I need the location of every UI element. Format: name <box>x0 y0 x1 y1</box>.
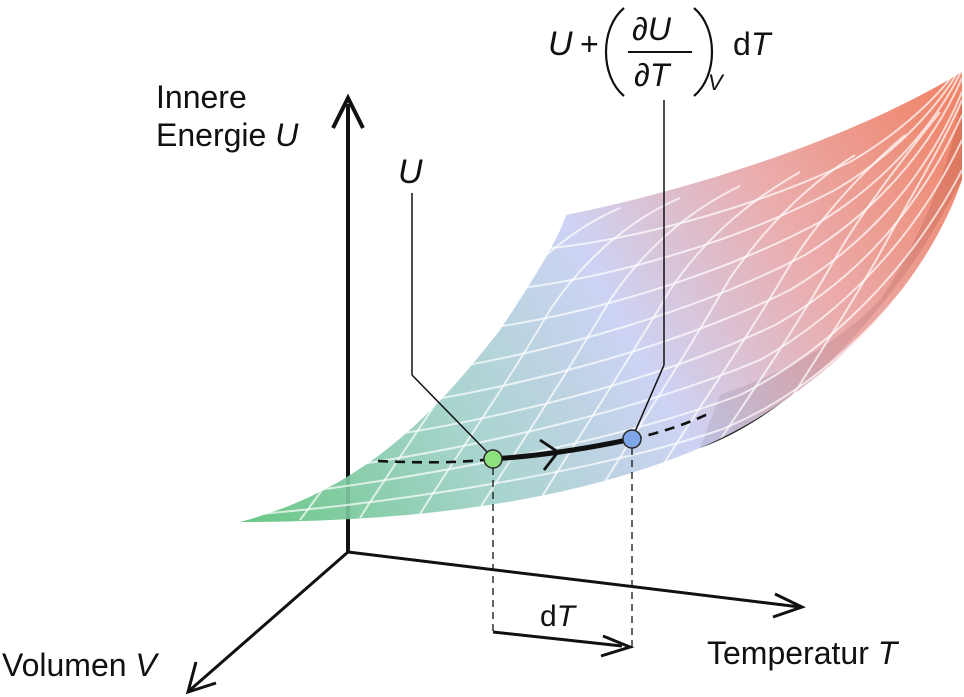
volume-axis <box>189 550 349 692</box>
expr-u: U <box>548 25 573 63</box>
dashed-path-left <box>377 457 493 464</box>
expr-numerator: ∂U <box>632 11 672 47</box>
expr-plus: + <box>580 26 599 62</box>
energy-axis-label-line1: Innere <box>156 79 247 115</box>
arrowhead-icon <box>185 661 217 695</box>
expr-denominator: ∂T <box>634 57 672 93</box>
increment-label: dT <box>540 600 578 633</box>
volume-axis-label: Volumen V <box>2 647 159 683</box>
expr-t: T <box>751 26 773 62</box>
energy-surface <box>240 72 962 522</box>
temperature-axis-label: Temperatur T <box>707 635 900 671</box>
start-point-label: U <box>398 153 423 191</box>
end-point-expression: U + ∂U ∂T V d T <box>548 7 773 97</box>
increment-arrow <box>492 630 623 648</box>
temperature-axis <box>347 550 801 609</box>
solid-path <box>491 436 633 462</box>
expr-right-paren <box>693 7 713 97</box>
energy-axis-label-line2: Energie U <box>156 117 299 153</box>
leader-start-diag <box>411 374 491 456</box>
arrowhead-icon <box>600 634 635 658</box>
chevron-right-icon <box>539 438 561 471</box>
end-point <box>622 429 642 449</box>
start-point <box>483 449 503 469</box>
arrowhead-icon <box>772 592 806 619</box>
arrowhead-icon <box>331 93 365 129</box>
expr-subscript: V <box>708 70 725 95</box>
expr-left-paren <box>605 7 625 97</box>
leader-end-diag <box>633 364 665 435</box>
expr-d: d <box>733 26 751 62</box>
